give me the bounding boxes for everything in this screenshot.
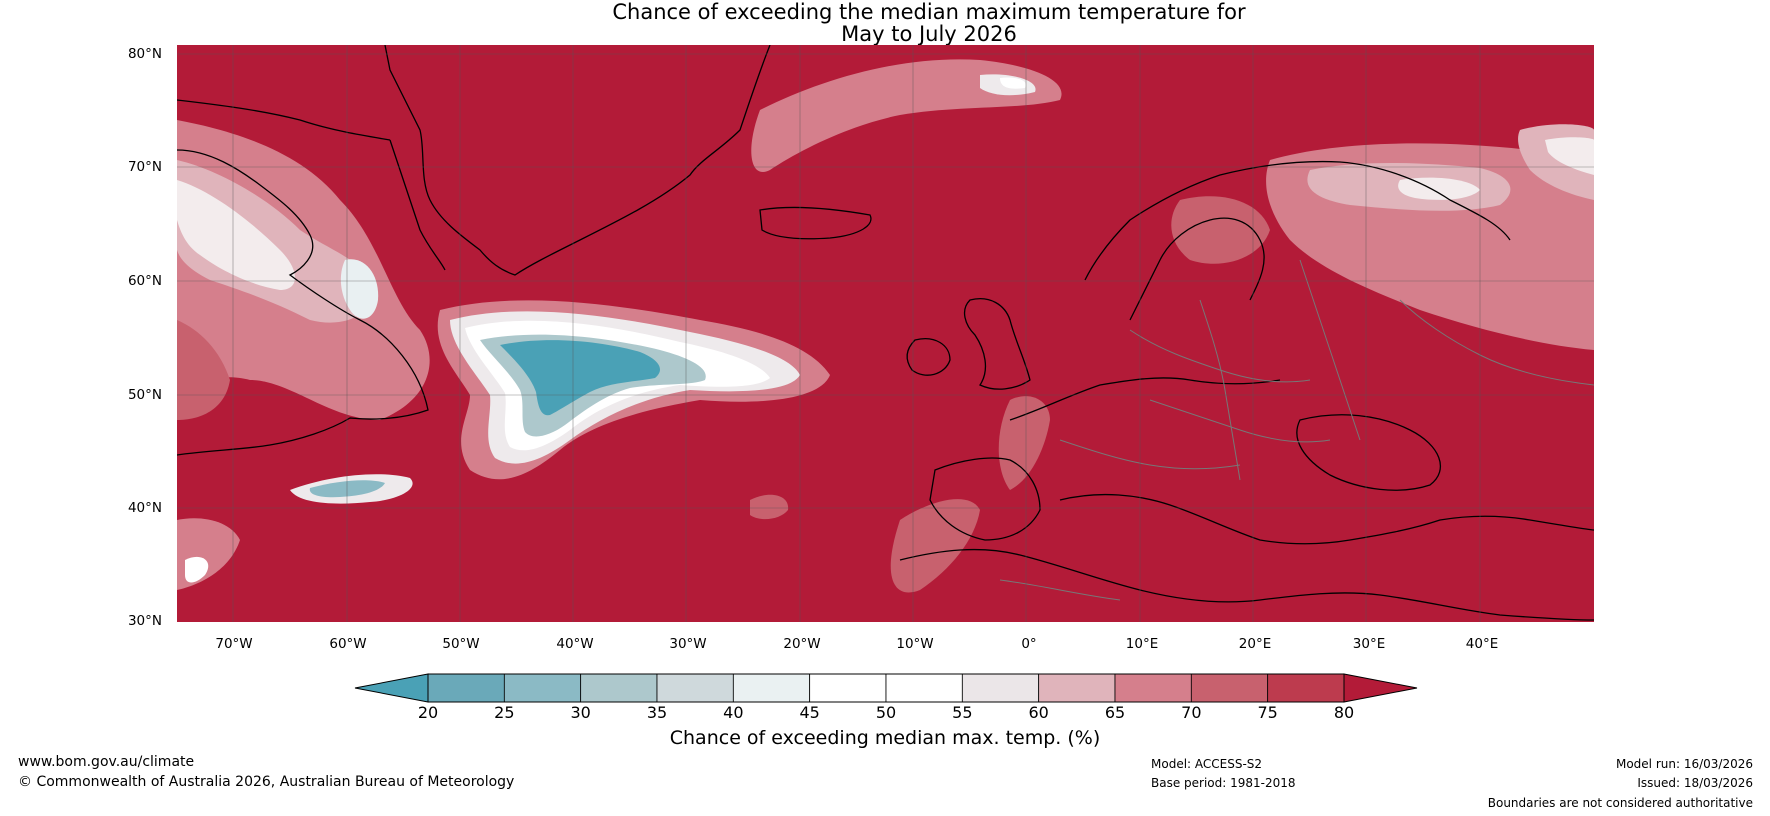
map-title-line-2: May to July 2026	[841, 22, 1017, 46]
footer-issued: Issued: 18/03/2026	[1637, 776, 1753, 790]
lon-label-20w: 20°W	[783, 636, 821, 652]
colorbar-segment	[656, 673, 734, 703]
colorbar-tick-label: 50	[875, 703, 897, 722]
lon-label-10e: 10°E	[1125, 636, 1159, 652]
colorbar-tick-label: 75	[1257, 703, 1278, 722]
lat-label-50n: 50°N	[127, 387, 162, 403]
footer-website: www.bom.gov.au/climate	[18, 754, 195, 770]
footer-disclaimer: Boundaries are not considered authoritat…	[1487, 796, 1753, 810]
colorbar-tick-label: 45	[799, 703, 820, 722]
lat-label-70n: 70°N	[127, 159, 162, 175]
lon-label-40e: 40°E	[1465, 636, 1499, 652]
colorbar-tick-label: 70	[1181, 703, 1202, 722]
colorbar-segment	[1190, 673, 1269, 703]
colorbar-segment	[809, 673, 887, 703]
map-title-line-1: Chance of exceeding the median maximum t…	[612, 0, 1246, 24]
lon-label-50w: 50°W	[442, 636, 480, 652]
lon-label-30e: 30°E	[1352, 636, 1386, 652]
lon-label-30w: 30°W	[669, 636, 707, 652]
colorbar-segment	[732, 673, 811, 703]
lon-label-20e: 20°E	[1238, 636, 1272, 652]
colorbar-segment	[961, 673, 1040, 703]
colorbar-segment	[427, 673, 505, 703]
lat-label-40n: 40°N	[127, 500, 162, 516]
lat-label-80n: 80°N	[127, 46, 162, 62]
colorbar-segment	[1114, 673, 1192, 703]
lon-label-10w: 10°W	[896, 636, 934, 652]
colorbar-extend-low	[354, 673, 429, 703]
colorbar-segment	[1267, 673, 1345, 703]
colorbar-tick-label: 40	[723, 703, 744, 722]
colorbar-segment	[1038, 673, 1116, 703]
colorbar-segment	[885, 673, 963, 703]
footer-model: Model: ACCESS-S2	[1151, 757, 1263, 771]
colorbar-segment	[503, 673, 582, 703]
footer-copyright: © Commonwealth of Australia 2026, Austra…	[18, 774, 515, 790]
colorbar-segments	[427, 673, 1345, 703]
gridlines	[177, 45, 1594, 622]
colorbar-label: Chance of exceeding median max. temp. (%…	[669, 727, 1101, 749]
colorbar-tick-label: 55	[952, 703, 973, 722]
lat-label-30n: 30°N	[127, 613, 162, 629]
colorbar-extend-high	[1343, 673, 1418, 703]
lon-label-40w: 40°W	[556, 636, 594, 652]
lon-label-70w: 70°W	[215, 636, 253, 652]
colorbar-tick-label: 65	[1104, 703, 1126, 722]
colorbar-tick-label: 60	[1028, 703, 1049, 722]
lat-label-60n: 60°N	[127, 273, 162, 289]
colorbar-tick-label: 80	[1333, 703, 1355, 722]
colorbar-tick-label: 20	[417, 703, 439, 722]
contour-regions	[177, 59, 1594, 593]
colorbar-segment	[580, 673, 658, 703]
colorbar-frame	[427, 673, 1345, 703]
coastlines	[177, 45, 1594, 621]
colorbar-tick-label: 35	[646, 703, 668, 722]
lon-label-0: 0°	[1021, 636, 1037, 652]
colorbar-tick-label: 25	[494, 703, 515, 722]
colorbar-tick-label: 30	[570, 703, 591, 722]
footer-base-period: Base period: 1981-2018	[1151, 776, 1296, 790]
footer-model-run: Model run: 16/03/2026	[1615, 757, 1753, 771]
lon-label-60w: 60°W	[329, 636, 367, 652]
